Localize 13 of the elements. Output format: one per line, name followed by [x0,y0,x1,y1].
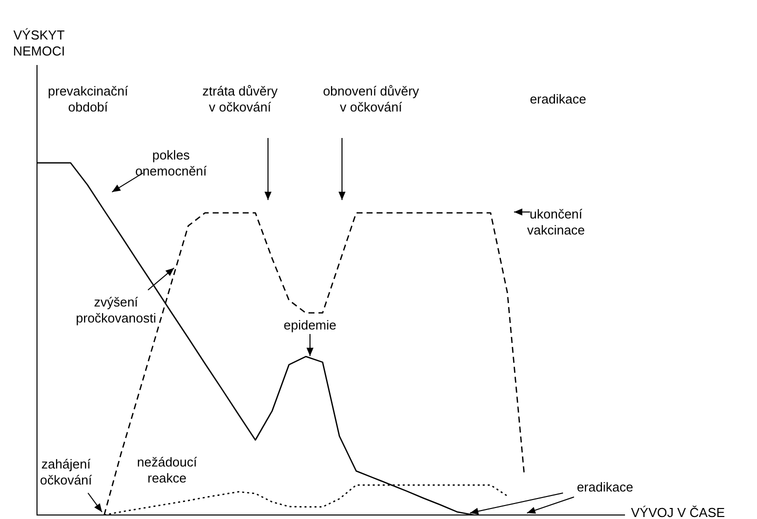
annotation: pokles onemocnění [135,148,208,179]
text: ztráta důvěry v očkování [202,84,278,115]
annotation: ukončení vakcinace [527,206,585,238]
annotation: nežádoucí reakce [137,454,198,486]
annotation: eradikace [576,480,634,495]
annotation: epidemie [284,318,336,333]
text: VÝSKYT NEMOCI [13,28,65,59]
annotation: zahájení očkování [40,456,92,488]
text: eradikace [530,92,586,107]
annotation: zvýšení pročkovanosti [76,294,156,326]
text: prevakcinační období [48,84,128,115]
text: obnovení důvěry v očkování [322,84,420,115]
x-axis-title: VÝVOJ V ČASE [631,505,726,519]
